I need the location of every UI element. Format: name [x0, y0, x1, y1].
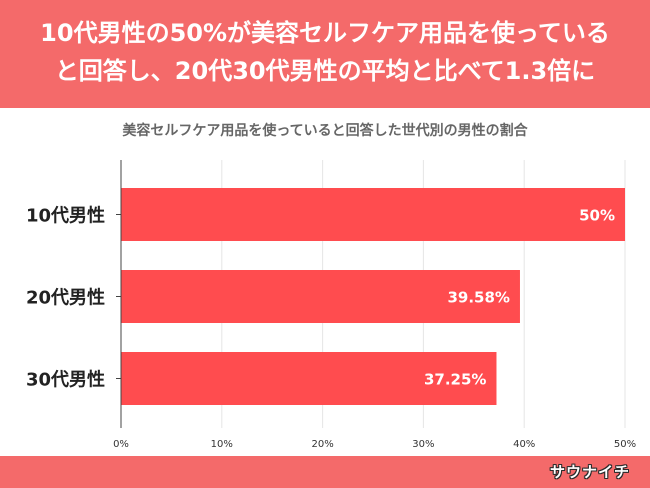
footer-bar	[0, 456, 650, 488]
bar	[121, 270, 520, 323]
bar-value-label: 37.25%	[424, 371, 486, 389]
category-label: 30代男性	[26, 369, 105, 391]
headline-line-1: 10代男性の50%が美容セルフケア用品を使っている	[40, 19, 610, 47]
brand-logo-text: サウナイチ	[549, 463, 630, 481]
x-tick-label: 30%	[412, 439, 434, 450]
headline-line-2: と回答し、20代30代男性の平均と比べて1.3倍に	[54, 57, 596, 85]
header-banner: 10代男性の50%が美容セルフケア用品を使っている と回答し、20代30代男性の…	[0, 0, 650, 108]
x-tick-label: 10%	[211, 439, 233, 450]
bar-value-label: 39.58%	[447, 289, 509, 307]
headline: 10代男性の50%が美容セルフケア用品を使っている と回答し、20代30代男性の…	[0, 14, 650, 90]
chart-title: 美容セルフケア用品を使っていると回答した世代別の男性の割合	[122, 123, 528, 139]
x-tick-label: 40%	[513, 439, 535, 450]
labels: 0% 10% 20% 30% 40% 50% 50% 10代男性 39.58% 20代男性 37.2…	[26, 205, 636, 451]
bars	[121, 188, 625, 405]
bar-value-label: 50%	[579, 207, 615, 225]
bar	[121, 352, 497, 405]
bar	[121, 188, 625, 241]
brand-logo: サウナイチ	[550, 460, 630, 484]
x-tick-label: 20%	[311, 439, 333, 450]
axis	[116, 160, 122, 428]
category-label: 10代男性	[26, 205, 105, 227]
x-tick-label: 0%	[113, 439, 129, 450]
category-label: 20代男性	[26, 287, 105, 309]
x-tick-label: 50%	[614, 439, 636, 450]
